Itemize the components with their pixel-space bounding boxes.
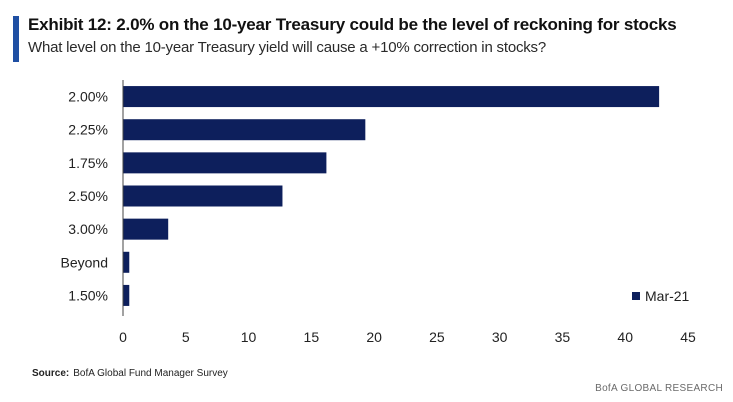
- x-tick-label: 40: [617, 329, 633, 345]
- x-tick-label: 15: [304, 329, 320, 345]
- x-tick-label: 10: [241, 329, 257, 345]
- brand-footer: BofA GLOBAL RESEARCH: [595, 383, 723, 394]
- x-tick-label: 25: [429, 329, 445, 345]
- category-label: 1.50%: [68, 287, 108, 303]
- x-tick-label: 35: [555, 329, 571, 345]
- legend-label: Mar-21: [645, 288, 690, 304]
- category-label: 2.00%: [68, 89, 108, 105]
- legend-swatch: [632, 292, 640, 300]
- bar-1: [123, 119, 366, 141]
- x-tick-label: 20: [366, 329, 382, 345]
- category-label: Beyond: [61, 254, 108, 270]
- category-label: 3.00%: [68, 221, 108, 237]
- category-label: 2.50%: [68, 188, 108, 204]
- x-tick-label: 0: [119, 329, 127, 345]
- x-tick-label: 45: [680, 329, 696, 345]
- bar-0: [123, 86, 660, 108]
- bar-4: [123, 218, 169, 240]
- bar-6: [123, 284, 130, 306]
- bar-2: [123, 152, 327, 174]
- category-label: 2.25%: [68, 122, 108, 138]
- chart-subtitle: What level on the 10-year Treasury yield…: [28, 39, 547, 56]
- chart-title: Exhibit 12: 2.0% on the 10-year Treasury…: [28, 15, 677, 34]
- source-note: Source: BofA Global Fund Manager Survey: [32, 368, 228, 379]
- bar-5: [123, 251, 130, 273]
- x-tick-label: 30: [492, 329, 508, 345]
- source-label: Source:: [32, 368, 70, 379]
- category-label: 1.75%: [68, 155, 108, 171]
- x-tick-label: 5: [182, 329, 190, 345]
- title-accent-bar: [13, 16, 19, 62]
- bar-3: [123, 185, 283, 207]
- source-text: BofA Global Fund Manager Survey: [73, 368, 228, 379]
